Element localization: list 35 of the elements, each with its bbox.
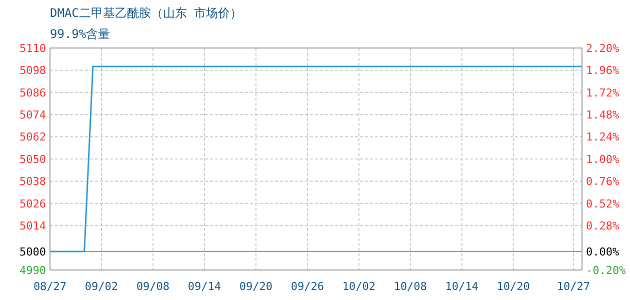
y2-tick-label: 1.48%: [586, 108, 620, 122]
y2-tick-label: 0.28%: [586, 219, 620, 232]
y-tick-label: 5000: [20, 245, 46, 258]
y-tick-label: 5014: [20, 219, 46, 232]
x-tick-label: 10/20: [496, 280, 530, 293]
x-tick-label: 10/02: [342, 280, 376, 293]
x-tick-label: 09/20: [239, 280, 272, 293]
chart-subtitle: 99.9%含量: [50, 27, 110, 41]
y2-tick-label: 1.96%: [586, 64, 620, 78]
x-tick-label: 09/14: [188, 280, 222, 293]
y2-tick-label: 0.76%: [586, 175, 620, 188]
x-tick-label: 10/27: [556, 280, 590, 293]
x-tick-label: 10/08: [394, 280, 427, 293]
y-tick-label: 5062: [20, 130, 46, 144]
y2-tick-label: 0.00%: [586, 245, 620, 258]
chart-title: DMAC二甲基乙酰胺（山东 市场价）: [50, 6, 242, 20]
y2-tick-label: 1.24%: [586, 130, 620, 144]
y-tick-label: 5110: [20, 42, 46, 55]
x-tick-label: 10/14: [445, 280, 479, 293]
y-tick-label: 5050: [20, 152, 46, 166]
y2-tick-label: 1.00%: [586, 152, 620, 166]
y-tick-label: 5026: [20, 197, 46, 210]
x-tick-label: 08/27: [33, 280, 67, 293]
y2-tick-label: -0.20%: [586, 264, 626, 277]
y-tick-label: 5086: [20, 86, 46, 100]
y-tick-label: 5098: [20, 64, 46, 78]
y2-tick-label: 1.72%: [586, 86, 620, 100]
x-tick-label: 09/26: [290, 280, 324, 293]
y-tick-label: 5074: [20, 108, 46, 122]
y-tick-label: 5038: [20, 175, 46, 188]
y2-tick-label: 0.52%: [586, 197, 620, 210]
x-tick-label: 09/02: [84, 280, 118, 293]
y-tick-label: 4990: [20, 264, 46, 277]
y2-tick-label: 2.20%: [586, 42, 620, 55]
x-tick-label: 09/08: [136, 280, 170, 293]
